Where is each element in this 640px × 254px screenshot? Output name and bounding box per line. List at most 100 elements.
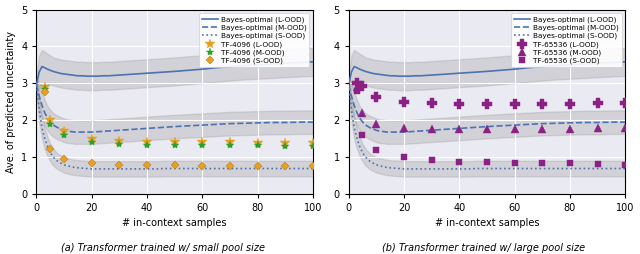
Bayes-optimal (S-OOD): [383, 166, 391, 169]
TF-4096 (S-OOD): [46, 148, 54, 151]
Bayes-optimal (M-OOD): [400, 131, 408, 134]
Bayes-optimal (M-OOD): [345, 84, 353, 87]
Bayes-optimal (L-OOD): [71, 74, 79, 77]
Bayes-optimal (S-OOD): [395, 167, 403, 170]
Bayes-optimal (L-OOD): [138, 72, 145, 75]
TF-4096 (L-OOD): [254, 141, 262, 144]
Bayes-optimal (S-OOD): [79, 167, 87, 170]
Bayes-optimal (L-OOD): [370, 72, 378, 75]
Bayes-optimal (L-OOD): [367, 71, 374, 74]
TF-65536 (M-OOD): [594, 127, 602, 130]
Bayes-optimal (S-OOD): [309, 167, 317, 170]
Bayes-optimal (L-OOD): [538, 65, 546, 68]
Bayes-optimal (M-OOD): [389, 131, 397, 134]
Bayes-optimal (M-OOD): [594, 121, 602, 124]
Bayes-optimal (L-OOD): [580, 62, 588, 66]
Bayes-optimal (S-OOD): [422, 167, 430, 170]
Line: TF-4096 (L-OOD): TF-4096 (L-OOD): [40, 82, 318, 148]
TF-65536 (M-OOD): [428, 127, 435, 130]
Bayes-optimal (L-OOD): [52, 71, 60, 74]
Bayes-optimal (S-OOD): [456, 167, 463, 170]
TF-65536 (S-OOD): [538, 162, 546, 165]
Bayes-optimal (L-OOD): [353, 66, 361, 69]
Bayes-optimal (L-OOD): [511, 68, 518, 71]
Bayes-optimal (L-OOD): [395, 75, 403, 78]
Bayes-optimal (S-OOD): [68, 166, 76, 169]
Bayes-optimal (L-OOD): [154, 71, 162, 74]
Bayes-optimal (L-OOD): [348, 71, 355, 74]
Bayes-optimal (M-OOD): [456, 127, 463, 130]
Line: TF-4096 (S-OOD): TF-4096 (S-OOD): [42, 89, 316, 169]
Bayes-optimal (S-OOD): [116, 167, 124, 170]
Bayes-optimal (M-OOD): [511, 124, 518, 127]
Bayes-optimal (L-OOD): [472, 71, 480, 74]
TF-65536 (L-OOD): [594, 102, 602, 105]
Bayes-optimal (L-OOD): [240, 64, 248, 67]
Bayes-optimal (L-OOD): [439, 73, 447, 76]
TF-65536 (S-OOD): [353, 89, 361, 92]
TF-65536 (S-OOD): [594, 163, 602, 166]
Bayes-optimal (M-OOD): [212, 123, 220, 126]
Bayes-optimal (L-OOD): [381, 73, 388, 76]
TF-4096 (L-OOD): [198, 140, 206, 144]
Bayes-optimal (L-OOD): [44, 68, 51, 71]
Bayes-optimal (L-OOD): [362, 70, 369, 73]
Bayes-optimal (M-OOD): [138, 127, 145, 130]
TF-4096 (M-OOD): [88, 140, 95, 144]
Bayes-optimal (M-OOD): [467, 126, 474, 129]
Bayes-optimal (M-OOD): [268, 121, 275, 124]
Bayes-optimal (L-OOD): [525, 66, 532, 69]
Bayes-optimal (M-OOD): [93, 130, 101, 133]
Bayes-optimal (M-OOD): [83, 131, 90, 134]
Bayes-optimal (L-OOD): [428, 73, 435, 76]
TF-65536 (S-OOD): [372, 149, 380, 152]
Bayes-optimal (M-OOD): [54, 126, 62, 130]
Bayes-optimal (M-OOD): [309, 121, 317, 124]
Bayes-optimal (L-OOD): [132, 72, 140, 75]
Bayes-optimal (S-OOD): [348, 107, 355, 110]
Line: TF-4096 (M-OOD): TF-4096 (M-OOD): [40, 85, 317, 150]
Bayes-optimal (M-OOD): [296, 121, 303, 124]
Bayes-optimal (S-OOD): [143, 167, 151, 170]
TF-65536 (L-OOD): [353, 82, 361, 85]
Bayes-optimal (L-OOD): [110, 74, 118, 77]
Bayes-optimal (S-OOD): [93, 167, 101, 170]
Bayes-optimal (L-OOD): [422, 74, 430, 77]
Bayes-optimal (S-OOD): [99, 167, 107, 170]
Bayes-optimal (M-OOD): [148, 126, 156, 130]
Bayes-optimal (S-OOD): [552, 167, 560, 170]
Bayes-optimal (L-OOD): [296, 61, 303, 64]
Bayes-optimal (M-OOD): [444, 128, 452, 131]
Bayes-optimal (M-OOD): [552, 122, 560, 125]
TF-65536 (S-OOD): [511, 162, 518, 165]
Bayes-optimal (L-OOD): [93, 75, 101, 78]
Bayes-optimal (S-OOD): [477, 167, 485, 170]
X-axis label: # in-context samples: # in-context samples: [122, 218, 227, 228]
Bayes-optimal (M-OOD): [110, 129, 118, 132]
Bayes-optimal (S-OOD): [83, 167, 90, 170]
Bayes-optimal (L-OOD): [160, 71, 168, 74]
TF-65536 (M-OOD): [400, 126, 408, 130]
Bayes-optimal (M-OOD): [58, 128, 65, 131]
Bayes-optimal (S-OOD): [389, 167, 397, 170]
Bayes-optimal (S-OOD): [372, 163, 380, 166]
Bayes-optimal (L-OOD): [387, 74, 394, 77]
Bayes-optimal (S-OOD): [439, 167, 447, 170]
Bayes-optimal (L-OOD): [392, 74, 399, 77]
Bayes-optimal (L-OOD): [143, 72, 151, 75]
Bayes-optimal (M-OOD): [143, 127, 151, 130]
Bayes-optimal (L-OOD): [38, 65, 46, 68]
Bayes-optimal (M-OOD): [127, 128, 134, 131]
Bayes-optimal (M-OOD): [160, 126, 168, 129]
Bayes-optimal (L-OOD): [607, 61, 615, 64]
Bayes-optimal (S-OOD): [110, 167, 118, 170]
Bayes-optimal (M-OOD): [41, 111, 49, 114]
Bayes-optimal (M-OOD): [358, 120, 366, 123]
Bayes-optimal (S-OOD): [254, 167, 262, 170]
TF-65536 (L-OOD): [456, 102, 463, 105]
Line: Bayes-optimal (S-OOD): Bayes-optimal (S-OOD): [349, 85, 625, 169]
Bayes-optimal (M-OOD): [350, 104, 358, 107]
Bayes-optimal (M-OOD): [240, 122, 248, 125]
Bayes-optimal (S-OOD): [74, 166, 82, 169]
Bayes-optimal (M-OOD): [538, 122, 546, 125]
